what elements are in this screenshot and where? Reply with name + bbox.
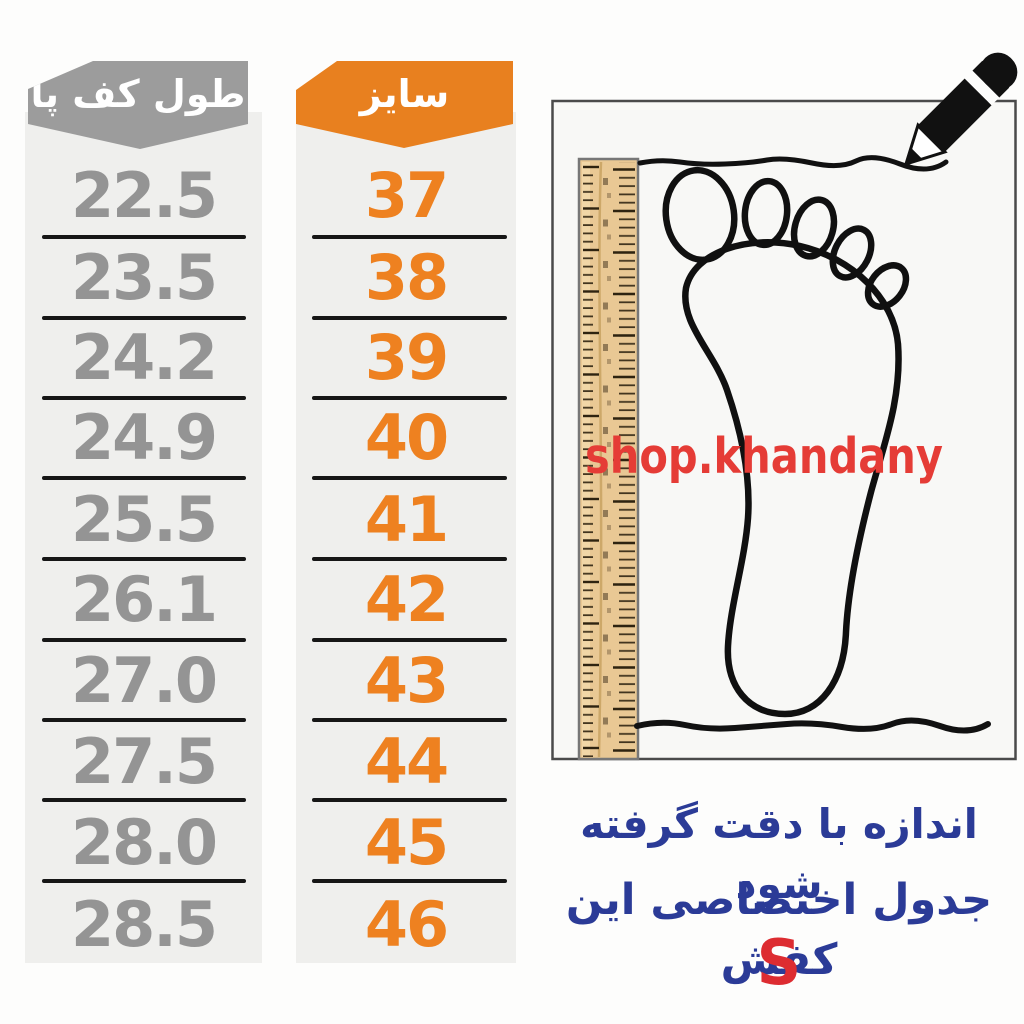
row-divider <box>42 396 246 400</box>
pencil-icon <box>903 52 1018 167</box>
row-divider <box>42 557 246 561</box>
size-value: 40 <box>364 401 449 474</box>
measurement-line-bottom <box>634 717 991 734</box>
row-divider <box>42 718 246 722</box>
row-divider <box>312 557 507 561</box>
foot-measurement-illustration: shop.khandany <box>551 52 1018 761</box>
size-value: 38 <box>364 241 449 314</box>
foot-length-value: 28.5 <box>71 888 218 961</box>
caption-exclusive-table: جدول اختصاصی این کفش <box>565 875 993 985</box>
row-divider <box>312 235 507 239</box>
caption-measure-carefully: اندازه با دقت گرفته شود <box>580 800 978 908</box>
row-divider <box>42 316 246 320</box>
size-letter-badge: S <box>756 926 802 999</box>
size-value: 39 <box>364 321 449 394</box>
foot-length-column: 22.5 23.5 24.2 24.9 25.5 26.1 27.0 27.5 … <box>25 112 262 963</box>
row-divider <box>42 476 246 480</box>
row-divider <box>312 798 507 802</box>
row-divider <box>312 476 507 480</box>
size-column: 37 38 39 40 41 42 43 44 45 46 <box>296 112 516 963</box>
foot-length-value: 22.5 <box>71 159 218 232</box>
row-divider <box>312 718 507 722</box>
foot-length-value: 23.5 <box>71 241 218 314</box>
foot-length-value: 24.2 <box>71 321 218 394</box>
size-value: 37 <box>364 159 449 232</box>
row-divider <box>42 798 246 802</box>
ruler <box>577 157 640 761</box>
row-divider <box>42 879 246 883</box>
size-value: 42 <box>364 563 449 636</box>
foot-length-value: 25.5 <box>71 483 218 556</box>
size-value: 43 <box>364 644 449 717</box>
size-value: 44 <box>364 725 449 798</box>
row-divider <box>42 638 246 642</box>
foot-sole <box>682 239 902 718</box>
measurement-line-top <box>637 155 949 172</box>
caption-block: اندازه با دقت گرفته شود جدول اختصاصی این… <box>540 780 1018 1020</box>
foot-length-value: 24.9 <box>71 401 218 474</box>
toe <box>790 196 838 260</box>
foot-outline <box>662 166 910 718</box>
row-divider <box>312 638 507 642</box>
row-divider <box>312 396 507 400</box>
foot-length-value: 27.0 <box>71 644 218 717</box>
toe <box>864 262 910 310</box>
size-value: 46 <box>364 888 449 961</box>
row-divider <box>42 235 246 239</box>
foot-length-value: 27.5 <box>71 725 218 798</box>
watermark: shop.khandany <box>585 428 943 485</box>
row-divider <box>312 879 507 883</box>
foot-length-value: 26.1 <box>71 563 218 636</box>
size-value: 41 <box>364 483 449 556</box>
row-divider <box>312 316 507 320</box>
size-value: 45 <box>364 806 449 879</box>
foot-length-value: 28.0 <box>71 806 218 879</box>
toe <box>829 225 875 281</box>
